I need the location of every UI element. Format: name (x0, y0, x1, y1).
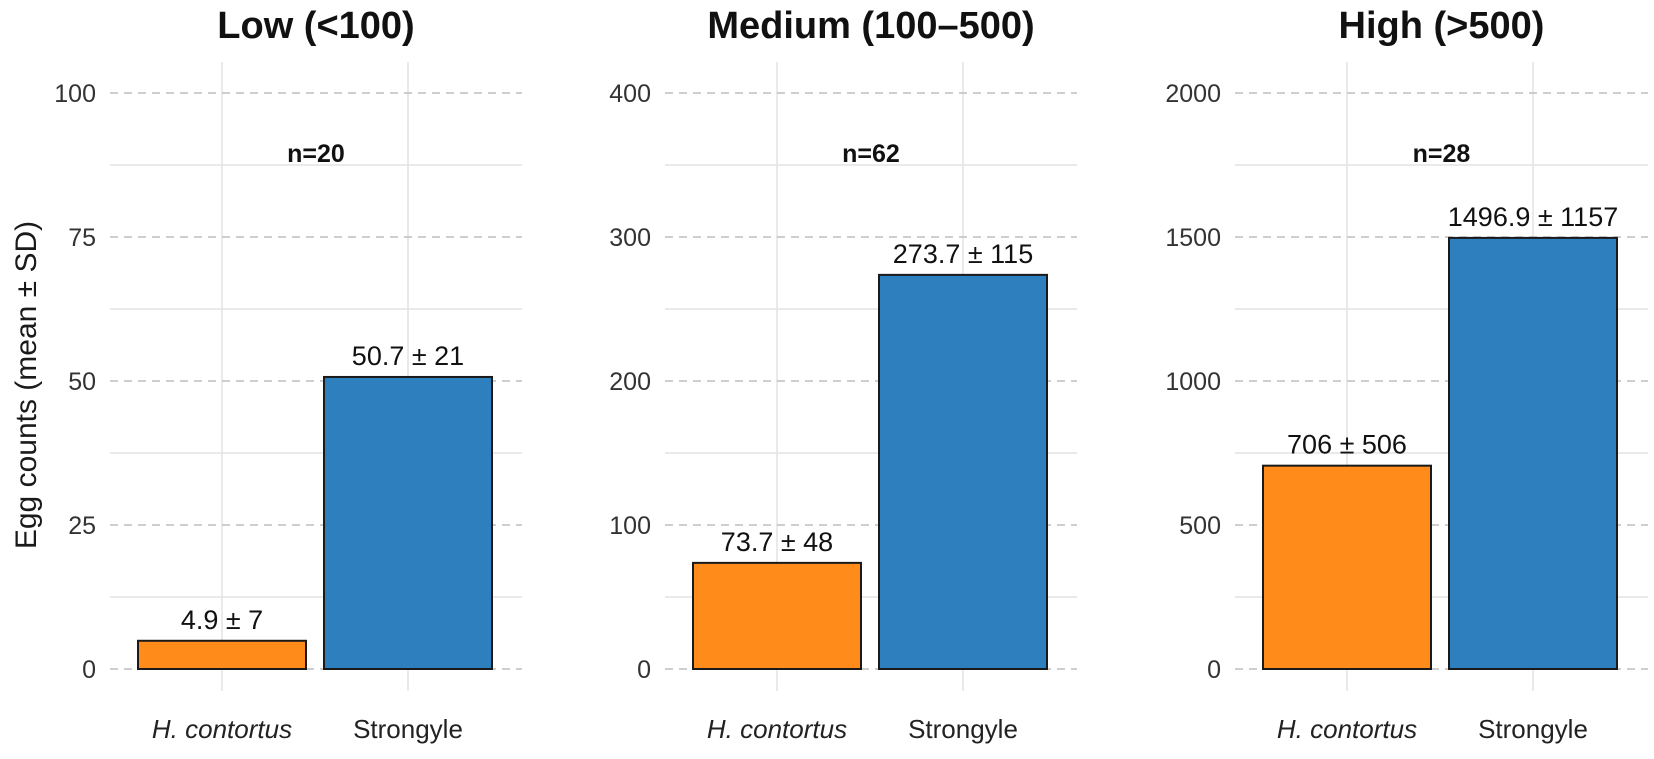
panel-title: High (>500) (1339, 5, 1545, 47)
x-category-label: H. contortus (1277, 714, 1417, 744)
y-tick-label: 75 (68, 224, 96, 252)
y-tick-label: 1500 (1165, 224, 1221, 252)
y-tick-label: 500 (1179, 512, 1221, 540)
bar (1262, 464, 1432, 670)
y-tick-label: 1000 (1165, 368, 1221, 396)
x-category-label: H. contortus (152, 714, 292, 744)
bar-value-label: 50.7 ± 21 (352, 341, 464, 371)
y-tick-label: 400 (609, 80, 651, 108)
x-category-label: Strongyle (908, 714, 1018, 744)
y-tick-label: 100 (609, 512, 651, 540)
bar-value-label: 1496.9 ± 1157 (1448, 202, 1618, 232)
y-tick-label: 25 (68, 512, 96, 540)
bar (692, 561, 862, 671)
bar (1448, 236, 1618, 671)
panel-title: Medium (100–500) (707, 5, 1034, 47)
bar-value-label: 73.7 ± 48 (721, 527, 833, 557)
y-axis-label: Egg counts (mean ± SD) (10, 221, 43, 549)
bar-value-label: 273.7 ± 115 (893, 239, 1033, 269)
y-tick-label: 50 (68, 368, 96, 396)
x-category-label: Strongyle (353, 714, 463, 744)
y-tick-label: 100 (54, 80, 96, 108)
bar (323, 375, 493, 670)
bar (137, 639, 307, 671)
panel-title: Low (<100) (217, 5, 414, 47)
x-category-label: H. contortus (707, 714, 847, 744)
bar-value-label: 706 ± 506 (1287, 430, 1407, 460)
y-tick-label: 0 (1207, 656, 1221, 684)
sample-size-label: n=28 (1413, 140, 1471, 168)
y-tick-label: 0 (637, 656, 651, 684)
x-category-label: Strongyle (1478, 714, 1588, 744)
sample-size-label: n=20 (287, 140, 345, 168)
y-tick-label: 200 (609, 368, 651, 396)
bar-value-label: 4.9 ± 7 (181, 605, 263, 635)
bar (878, 273, 1048, 670)
y-tick-label: 2000 (1165, 80, 1221, 108)
y-tick-label: 300 (609, 224, 651, 252)
y-tick-label: 0 (82, 656, 96, 684)
sample-size-label: n=62 (842, 140, 900, 168)
